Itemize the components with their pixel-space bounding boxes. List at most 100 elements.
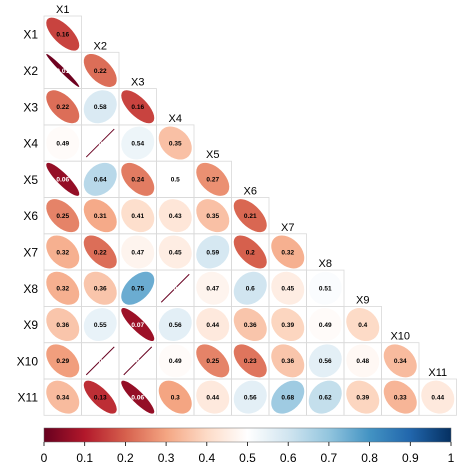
correlation-ellipse: [233, 271, 267, 305]
correlation-ellipse: [158, 126, 192, 160]
column-label-x5: X5: [206, 149, 219, 161]
value-label: 0.44: [206, 394, 219, 401]
correlation-ellipse: [121, 90, 155, 124]
value-label: 0.36: [244, 322, 257, 329]
value-label: 0: [98, 358, 102, 365]
value-label: 0.59: [206, 249, 219, 256]
value-label: 0.06: [56, 177, 69, 184]
colorbar-tick-label: 0.1: [76, 451, 93, 465]
correlation-ellipse: [271, 235, 305, 269]
column-label-x7: X7: [281, 222, 294, 234]
correlation-ellipse: [158, 162, 192, 196]
correlation-ellipse: [346, 380, 380, 414]
correlation-ellipse: [196, 344, 230, 378]
correlation-ellipse: [46, 344, 80, 378]
correlation-ellipse: [121, 162, 155, 196]
column-label-x10: X10: [390, 331, 410, 343]
correlation-ellipse: [46, 90, 80, 124]
correlation-ellipse: [121, 380, 155, 414]
row-label-x2: X2: [23, 64, 38, 78]
value-label: 0.49: [56, 140, 69, 147]
value-label: 0.25: [206, 358, 219, 365]
colorbar-tick-label: 0.6: [280, 451, 297, 465]
value-label: 0.24: [131, 177, 144, 184]
value-label: 0.75: [131, 286, 144, 293]
value-label: 0.56: [319, 358, 332, 365]
value-label: 0.34: [394, 358, 407, 365]
value-label: 0.54: [131, 140, 144, 147]
row-label-x7: X7: [23, 245, 38, 259]
correlation-ellipse: [308, 271, 342, 305]
value-label: 0.6: [246, 286, 255, 293]
matrix-grid: [43, 15, 457, 416]
value-label: 0.39: [281, 322, 294, 329]
correlation-ellipse: [346, 344, 380, 378]
correlation-ellipse: [83, 199, 117, 233]
value-label: 0.62: [319, 394, 332, 401]
correlation-ellipse: [271, 380, 305, 414]
correlation-ellipse: [308, 344, 342, 378]
correlation-ellipse: [83, 90, 117, 124]
column-label-x1: X1: [56, 4, 69, 16]
correlation-ellipse: [233, 308, 267, 342]
correlation-ellipse: [421, 380, 455, 414]
colorbar-tick-label: 0: [41, 451, 48, 465]
ellipse-marks: [46, 17, 455, 414]
column-label-x2: X2: [94, 40, 107, 52]
correlation-ellipse: [83, 380, 117, 414]
value-label: 0.16: [56, 31, 69, 38]
value-label: 0.22: [94, 68, 107, 75]
correlation-ellipse: [158, 235, 192, 269]
correlation-ellipse: [46, 271, 80, 305]
value-label: 0.23: [244, 358, 257, 365]
correlation-ellipse: [83, 271, 117, 305]
value-label: 0: [98, 140, 102, 147]
value-label: 0.35: [206, 213, 219, 220]
row-label-x4: X4: [23, 137, 38, 151]
colorbar-tick-label: 0.7: [321, 451, 338, 465]
correlation-ellipse: [196, 380, 230, 414]
value-labels: 0.16 0.01 0.22 0.22 0.58 0.16 0.49 0 0.54 0.35 0.0…: [56, 31, 444, 401]
correlation-ellipse: [46, 162, 80, 196]
value-label: 0.27: [206, 177, 219, 184]
value-label: 0.49: [169, 358, 182, 365]
value-label: 0.44: [431, 394, 444, 401]
value-label: 0.36: [94, 286, 107, 293]
correlation-ellipse: [271, 344, 305, 378]
value-label: 0.4: [358, 322, 367, 329]
correlation-ellipse: [196, 235, 230, 269]
correlation-ellipse: [346, 308, 380, 342]
value-label: 0.32: [56, 249, 69, 256]
correlation-ellipse: [85, 346, 115, 376]
row-label-x6: X6: [23, 209, 38, 223]
correlation-ellipse: [121, 199, 155, 233]
value-label: 0.13: [94, 394, 107, 401]
correlation-ellipse: [121, 126, 155, 160]
correlation-ellipse: [160, 273, 190, 303]
correlation-ellipse: [121, 308, 155, 342]
colorbar: 0 0.1 0.2 0.3 0.4 0.5 0.6 0.7 0.8 0.9 1: [41, 427, 455, 465]
value-label: 0.29: [56, 358, 69, 365]
row-label-x11: X11: [18, 391, 39, 405]
correlation-ellipse: [46, 308, 80, 342]
value-label: 0.49: [319, 322, 332, 329]
value-label: 0: [173, 286, 177, 293]
value-label: 0: [136, 358, 140, 365]
matrix-cell: [418, 378, 457, 416]
correlation-ellipse: [83, 235, 117, 269]
correlation-ellipse: [46, 126, 80, 160]
colorbar-tick-label: 1: [448, 451, 455, 465]
correlation-ellipse: [46, 199, 80, 233]
column-label-x8: X8: [319, 258, 332, 270]
value-label: 0.5: [171, 177, 180, 184]
value-label: 0.31: [94, 213, 107, 220]
row-label-x1: X1: [23, 28, 38, 42]
correlation-ellipse: [83, 162, 117, 196]
value-label: 0.07: [131, 322, 144, 329]
correlation-ellipse: [83, 308, 117, 342]
colorbar-gradient: [43, 427, 452, 443]
correlation-ellipse: [233, 380, 267, 414]
colorbar-tick-label: 0.3: [158, 451, 175, 465]
colorbar-tick-label: 0.4: [198, 451, 215, 465]
